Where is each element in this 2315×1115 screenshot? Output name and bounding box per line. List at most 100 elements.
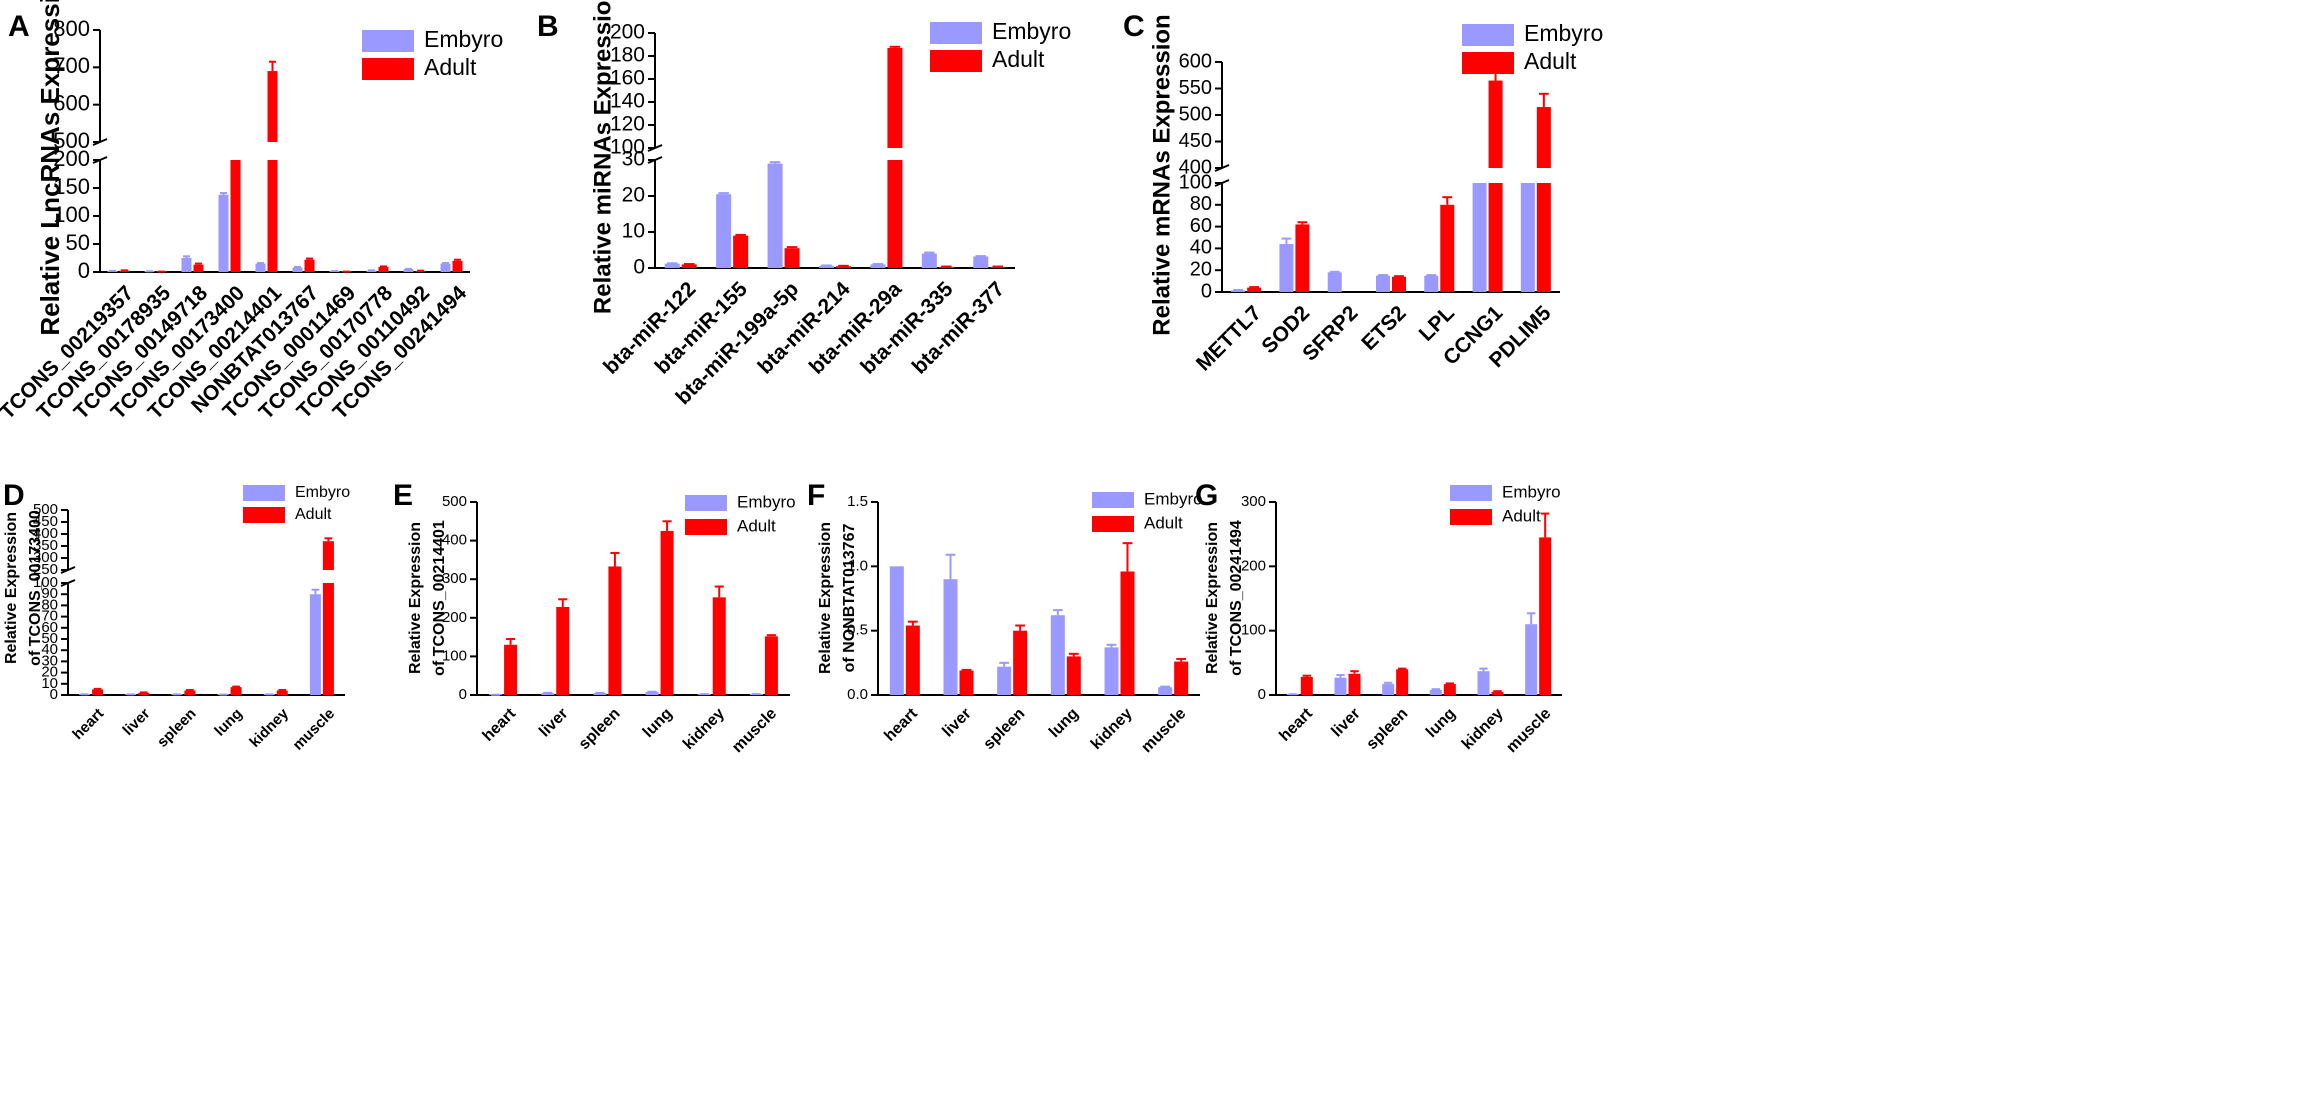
bar-adult-tcons_00214401-upper [267, 71, 278, 142]
bar-embryo-tcons_00241494 [440, 263, 451, 272]
bar-embryo-bta-mir-214 [819, 265, 834, 268]
y-tick-label: 600 [53, 90, 90, 115]
legend-label-adult: Adult [737, 516, 776, 535]
legend-label-embryo: Embyro [424, 26, 503, 52]
bar-adult-tcons_00214401 [267, 160, 278, 272]
bar-adult-ccng1 [1488, 183, 1503, 292]
y-tick-label: 800 [53, 16, 90, 41]
bar-adult-bta-mir-199a-5p [784, 248, 800, 268]
y-tick-label: 100 [1241, 622, 1266, 639]
y-axis-label: Relative miRNAs Expression [589, 0, 616, 314]
bar-adult-tcons_00170778 [378, 266, 389, 272]
panel-label: G [1195, 479, 1218, 512]
bar-embryo-lung [1050, 615, 1065, 695]
y-tick-label: 70 [41, 608, 58, 625]
y-tick-label: 500 [1179, 103, 1212, 125]
legend-swatch-adult [1462, 52, 1514, 74]
bar-embryo-liver [943, 579, 958, 695]
y-tick-label: 40 [41, 641, 58, 658]
x-tick-label: liver [1328, 705, 1363, 740]
legend-label-embryo: Embyro [992, 18, 1071, 44]
bar-embryo-tcons_00173400 [218, 194, 229, 272]
y-tick-label: 100 [53, 202, 90, 227]
y-axis-label: Relative Expression [3, 512, 20, 664]
y-tick-label: 90 [41, 585, 58, 602]
bar-adult-bta-mir-29a-upper [887, 47, 903, 149]
bar-adult-kidney [1120, 571, 1135, 695]
y-tick-label: 600 [1179, 50, 1212, 72]
legend-label-embryo: Embyro [1144, 489, 1203, 508]
bar-embryo-spleen [593, 693, 607, 695]
panel-d: D 010203040506070809010025030035040045050… [3, 479, 350, 754]
y-axis-label: Relative mRNAs Expression [1148, 14, 1175, 335]
y-tick-label: 200 [53, 146, 90, 171]
y-tick-label: 700 [53, 53, 90, 78]
axis-break-mark [647, 156, 663, 164]
y-tick-label: 120 [610, 113, 645, 136]
panel-a: A050100150200500600700800TCONS_00219357T… [0, 0, 503, 424]
x-tick-label: muscle [290, 705, 339, 754]
bar-adult-heart [905, 625, 920, 695]
x-tick-label: heart [881, 705, 921, 745]
y-tick-label: 50 [41, 630, 58, 647]
legend-label-embryo: Embyro [1502, 482, 1561, 501]
bar-adult-liver [959, 670, 974, 695]
x-tick-label: muscle [1138, 705, 1189, 756]
bar-adult-sod2 [1295, 224, 1310, 292]
bar-adult-muscle-upper [322, 541, 334, 570]
bar-adult-spleen [1013, 630, 1028, 695]
x-tick-label: spleen [154, 705, 200, 751]
bar-adult-nonbtat013767 [304, 259, 315, 272]
y-tick-label: 500 [53, 128, 90, 153]
x-tick-label: muscle [1503, 705, 1554, 756]
bar-embryo-ets2 [1376, 275, 1390, 292]
y-tick-label: 450 [33, 513, 58, 530]
x-tick-label: kidney [680, 705, 728, 753]
axis-break-mark [1214, 179, 1230, 187]
y-tick-label: 200 [610, 21, 645, 44]
y-tick-label: 0 [1258, 686, 1266, 703]
y-tick-label: 0.5 [847, 622, 868, 639]
bar-adult-mettl7 [1247, 287, 1262, 292]
panel-b: B0102030100120140160180200bta-miR-122bta… [537, 0, 1071, 409]
axis-break-mark [60, 579, 76, 587]
y-axis-label-line2: of NONBTAT013767 [841, 524, 858, 673]
legend-label-adult: Adult [1524, 48, 1577, 74]
axis-break-mark [92, 156, 108, 164]
bar-adult-lung [660, 530, 674, 695]
bar-adult-pdlim5-upper [1536, 107, 1551, 168]
x-tick-label: lung [640, 705, 676, 741]
bar-adult-spleen [1396, 669, 1409, 695]
x-tick-label: spleen [576, 705, 624, 753]
y-axis-label-line2: of TCONS_00241494 [1228, 520, 1245, 676]
x-tick-label: heart [1276, 705, 1316, 745]
axis-break-mark [60, 566, 76, 574]
x-tick-label: liver [120, 705, 154, 739]
bar-adult-tcons_00149718 [193, 264, 204, 272]
y-tick-label: 400 [1179, 156, 1212, 178]
bar-adult-bta-mir-122 [681, 264, 697, 268]
y-tick-label: 20 [622, 184, 645, 207]
y-tick-label: 400 [33, 525, 58, 542]
x-tick-label: ETS2 [1357, 301, 1410, 354]
bar-adult-lung [1066, 656, 1081, 695]
legend-swatch-adult [930, 50, 982, 72]
bar-embryo-tcons_00149718 [181, 258, 192, 272]
bar-embryo-muscle [1525, 624, 1538, 695]
axis-break-mark [92, 138, 108, 146]
legend: Embyro Adult [685, 492, 796, 535]
legend-label-adult: Adult [1144, 513, 1183, 532]
legend-label-embryo: Embyro [737, 492, 796, 511]
y-tick-label: 0 [1201, 280, 1212, 302]
legend-swatch-embryo [685, 495, 727, 511]
y-tick-label: 60 [1190, 215, 1212, 237]
y-tick-label: 180 [610, 44, 645, 67]
x-tick-label: METTL7 [1192, 301, 1266, 375]
panel-label: E [393, 479, 413, 512]
y-tick-label: 250 [33, 561, 58, 578]
bar-embryo-lung [1429, 689, 1442, 695]
bar-adult-liver [556, 606, 570, 695]
